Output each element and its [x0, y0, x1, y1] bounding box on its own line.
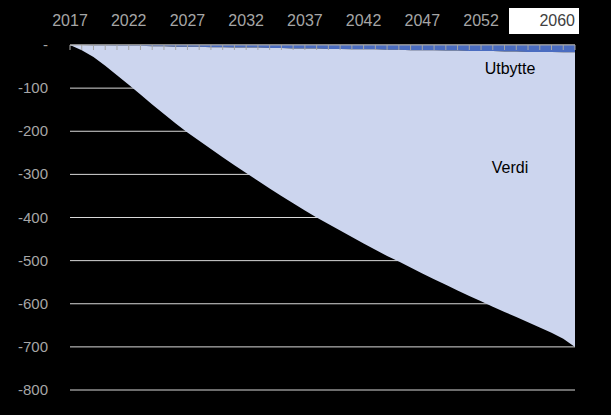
y-tick-label: -300 — [18, 165, 48, 182]
x-tick — [481, 45, 482, 50]
x-tick — [575, 45, 576, 50]
x-tick — [128, 45, 129, 50]
x-tick — [445, 45, 446, 50]
x-axis-line — [70, 45, 575, 46]
x-tick — [246, 45, 247, 50]
x-tick-label: 2047 — [405, 12, 441, 29]
x-tick — [81, 45, 82, 50]
x-tick — [175, 45, 176, 50]
x-tick — [398, 45, 399, 50]
x-tick — [269, 45, 270, 50]
chart-root: - -100 -200 -300 -400 -500 -600 -700 -800 2017 202… — [0, 0, 611, 415]
y-tick-label: -700 — [18, 338, 48, 355]
x-tick — [293, 45, 294, 50]
x-tick — [93, 45, 94, 50]
x-tick — [422, 45, 423, 50]
x-tick — [504, 45, 505, 50]
x-minor-ticks — [70, 45, 575, 50]
x-tick — [105, 45, 106, 50]
series-label: Verdi — [492, 159, 528, 176]
x-tick — [316, 45, 317, 50]
x-tick — [210, 45, 211, 50]
x-tick-label: 2022 — [111, 12, 147, 29]
x-tick-label: 2017 — [52, 12, 88, 29]
x-tick — [328, 45, 329, 50]
x-tick — [152, 45, 153, 50]
grid — [70, 45, 575, 390]
x-tick — [222, 45, 223, 50]
grid-line — [70, 45, 575, 46]
grid-line — [70, 390, 575, 391]
x-tick — [340, 45, 341, 50]
x-tick — [457, 45, 458, 50]
x-tick — [375, 45, 376, 50]
x-tick — [304, 45, 305, 50]
x-tick — [363, 45, 364, 50]
x-tick-label: 2037 — [287, 12, 323, 29]
x-tick — [281, 45, 282, 50]
y-tick-label: -500 — [18, 252, 48, 269]
x-tick-label: 2052 — [463, 12, 499, 29]
x-tick — [551, 45, 552, 50]
y-tick-label: -800 — [18, 381, 48, 398]
x-tick — [492, 45, 493, 50]
x-tick-label: 2042 — [346, 12, 382, 29]
x-tick — [516, 45, 517, 50]
y-tick-label: -200 — [18, 122, 48, 139]
x-tick — [387, 45, 388, 50]
x-tick-label: 2032 — [228, 12, 264, 29]
y-tick-label: -100 — [18, 79, 48, 96]
y-tick-label: - — [43, 36, 48, 53]
chart-svg: - -100 -200 -300 -400 -500 -600 -700 -800 2017 202… — [0, 0, 611, 415]
x-tick — [234, 45, 235, 50]
x-tick — [199, 45, 200, 50]
y-tick-label: -600 — [18, 295, 48, 312]
x-tick-label: 2060 — [539, 12, 575, 29]
x-tick — [257, 45, 258, 50]
x-tick — [563, 45, 564, 50]
x-tick — [116, 45, 117, 50]
x-tick — [469, 45, 470, 50]
grid-line — [70, 346, 575, 347]
x-tick — [351, 45, 352, 50]
x-tick — [539, 45, 540, 50]
background — [0, 0, 611, 415]
area-series — [70, 45, 575, 347]
series-label: Utbytte — [485, 60, 536, 77]
x-tick-label: 2027 — [170, 12, 206, 29]
x-tick — [410, 45, 411, 50]
x-tick — [528, 45, 529, 50]
x-tick — [70, 45, 71, 50]
x-tick — [163, 45, 164, 50]
y-tick-label: -400 — [18, 209, 48, 226]
x-tick — [434, 45, 435, 50]
plot-area — [70, 45, 575, 347]
x-label-highlight — [509, 8, 579, 34]
x-tick — [140, 45, 141, 50]
x-tick — [187, 45, 188, 50]
